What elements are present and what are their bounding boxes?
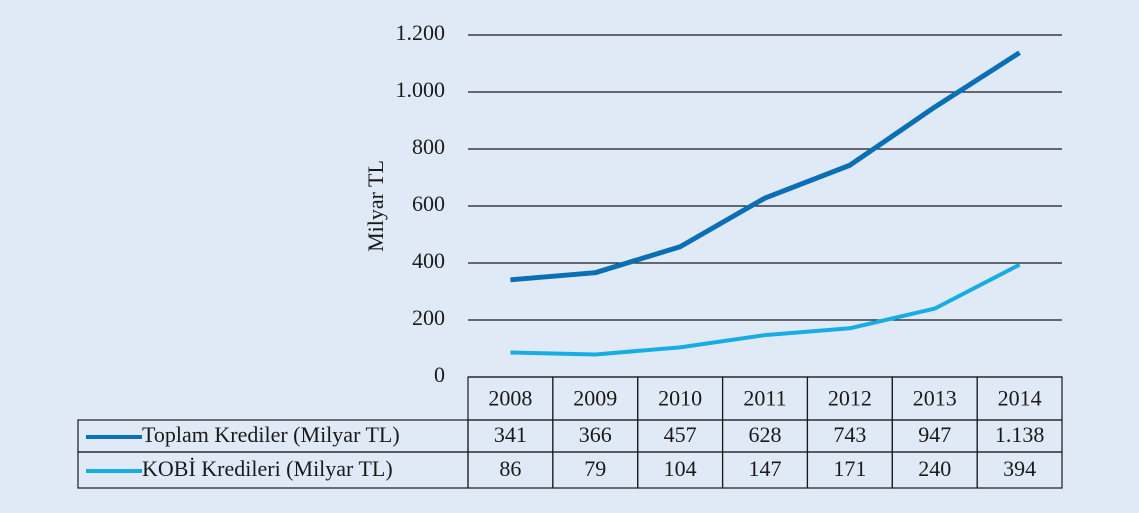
table-value: 394: [1003, 456, 1036, 481]
table-value: 104: [664, 456, 697, 481]
table-cell: [976, 451, 1063, 489]
series-line: [510, 50, 1021, 283]
table-value: 947: [918, 422, 951, 447]
table-value: 171: [833, 456, 866, 481]
table-header: 2011: [743, 386, 786, 411]
table-cell: [77, 451, 469, 489]
table-header: 2008: [488, 386, 532, 411]
y-tick-label: 1.200: [396, 20, 446, 45]
table-header: 2009: [573, 386, 617, 411]
table-header: 2010: [658, 386, 702, 411]
table-header: 2014: [998, 386, 1042, 411]
y-tick-label: 600: [412, 191, 445, 216]
table-value: 743: [833, 422, 866, 447]
series-line: [510, 262, 1021, 357]
y-tick-label: 0: [434, 362, 445, 387]
legend-label: KOBİ Kredileri (Milyar TL): [142, 456, 393, 481]
table-header: 2013: [913, 386, 957, 411]
table-value: 147: [749, 456, 782, 481]
table-value: 86: [499, 456, 521, 481]
table-value: 457: [664, 422, 697, 447]
y-axis-label: Milyar TL: [363, 160, 388, 252]
y-tick-label: 800: [412, 134, 445, 159]
y-tick-label: 1.000: [396, 77, 446, 102]
legend-label: Toplam Krediler (Milyar TL): [142, 422, 400, 447]
table-value: 366: [579, 422, 612, 447]
table-value: 628: [749, 422, 782, 447]
y-tick-label: 400: [412, 248, 445, 273]
table-value: 79: [584, 456, 606, 481]
table-value: 240: [918, 456, 951, 481]
table-value: 341: [494, 422, 527, 447]
y-tick-label: 200: [412, 305, 445, 330]
table-value: 1.138: [995, 422, 1045, 447]
table-header: 2012: [828, 386, 872, 411]
